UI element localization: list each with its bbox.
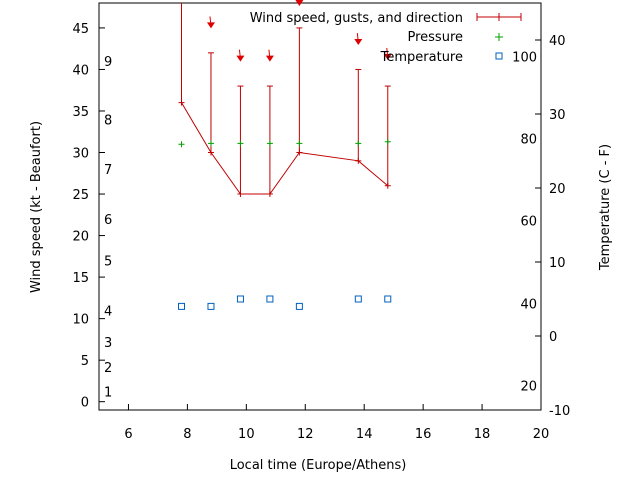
legend-temperature-marker <box>495 52 503 60</box>
wind-arrow-head <box>236 55 245 62</box>
beaufort-label: 4 <box>104 304 112 319</box>
plot-frame <box>98 2 542 411</box>
beaufort-label: 7 <box>104 163 112 178</box>
legend-temperature-label: Temperature <box>380 50 463 65</box>
right-tick-label: 0 <box>549 330 557 345</box>
legend-wind-label: Wind speed, gusts, and direction <box>250 11 463 26</box>
pressure-point <box>266 140 273 147</box>
left-tick-label: 45 <box>72 22 89 37</box>
pressure-point <box>178 141 185 148</box>
fahrenheit-scale-labels: 20 40 60 80 100 <box>512 50 537 394</box>
beaufort-label: 6 <box>104 213 112 228</box>
pressure-point <box>237 140 244 147</box>
fahrenheit-label: 40 <box>520 297 537 312</box>
left-tick-label: 15 <box>72 271 89 286</box>
pressure-point <box>296 140 303 147</box>
pressure-point <box>207 140 214 147</box>
left-tick-label: 35 <box>72 105 89 120</box>
x-tick-label: 18 <box>474 427 491 442</box>
wind-arrow-head <box>265 55 274 62</box>
wind-speed-point <box>178 99 185 106</box>
wind-arrow-head <box>383 53 392 60</box>
temperature-series <box>178 295 392 310</box>
wind-speed-point <box>384 182 391 189</box>
left-tick-label: 20 <box>72 230 89 245</box>
temperature-point <box>384 295 392 303</box>
x-tick-label: 14 <box>356 427 373 442</box>
beaufort-label: 8 <box>104 113 112 128</box>
left-tick-label: 0 <box>81 396 89 411</box>
temperature-point <box>236 295 244 303</box>
temperature-point <box>207 302 215 310</box>
pressure-point <box>384 138 391 145</box>
beaufort-scale-labels: 1 2 3 4 5 6 7 8 9 <box>104 55 112 401</box>
x-tick-label: 12 <box>297 427 314 442</box>
beaufort-label: 9 <box>104 55 112 70</box>
left-tick-label: 10 <box>72 313 89 328</box>
x-tick-label: 16 <box>415 427 432 442</box>
wind-speed-line <box>181 102 389 195</box>
legend-pressure-label: Pressure <box>407 30 463 45</box>
x-axis-ticks: 6 8 10 12 14 16 18 20 <box>124 404 549 442</box>
beaufort-label: 3 <box>104 336 112 351</box>
fahrenheit-label: 80 <box>520 132 537 147</box>
wind-speed-point <box>207 149 214 156</box>
x-axis-label: Local time (Europe/Athens) <box>230 458 407 473</box>
beaufort-label: 2 <box>104 361 112 376</box>
x-tick-label: 6 <box>124 427 132 442</box>
left-axis-ticks: 0 5 10 15 20 25 30 35 40 45 <box>72 22 105 411</box>
beaufort-label: 1 <box>104 386 112 401</box>
wind-series <box>178 3 391 198</box>
right-tick-label: -10 <box>549 404 570 419</box>
left-tick-label: 30 <box>72 147 89 162</box>
wind-speed-point <box>355 157 362 164</box>
right-tick-label: 30 <box>549 108 566 123</box>
beaufort-label: 5 <box>104 254 112 269</box>
legend-pressure-marker <box>495 33 503 41</box>
fahrenheit-label: 100 <box>512 50 537 65</box>
left-tick-label: 25 <box>72 188 89 203</box>
legend-wind-marker <box>476 13 522 21</box>
right-tick-label: 40 <box>549 34 566 49</box>
fahrenheit-label: 20 <box>520 380 537 395</box>
x-tick-label: 10 <box>238 427 255 442</box>
pressure-series <box>178 138 391 148</box>
left-axis-label: Wind speed (kt - Beaufort) <box>29 121 44 293</box>
temperature-point <box>354 295 362 303</box>
wind-arrow-head <box>354 39 363 46</box>
wind-speed-point <box>237 191 244 198</box>
temperature-point <box>295 302 303 310</box>
right-tick-label: 20 <box>549 182 566 197</box>
right-axis-ticks: -10 0 10 20 30 40 <box>535 34 570 419</box>
wind-direction-arrows <box>206 0 392 62</box>
left-tick-label: 40 <box>72 63 89 78</box>
x-tick-label: 8 <box>183 427 191 442</box>
right-tick-label: 10 <box>549 256 566 271</box>
left-tick-label: 5 <box>81 354 89 369</box>
wind-arrow-head <box>295 0 304 6</box>
temperature-point <box>178 302 186 310</box>
fahrenheit-label: 60 <box>520 215 537 230</box>
x-tick-label: 20 <box>533 427 550 442</box>
right-axis-label: Temperature (C - F) <box>598 144 613 271</box>
wind-speed-point <box>266 191 273 198</box>
wind-speed-point <box>296 149 303 156</box>
pressure-point <box>355 140 362 147</box>
legend: Wind speed, gusts, and direction Pressur… <box>250 11 522 65</box>
temperature-point <box>266 295 274 303</box>
wind-arrow-head <box>206 22 215 29</box>
